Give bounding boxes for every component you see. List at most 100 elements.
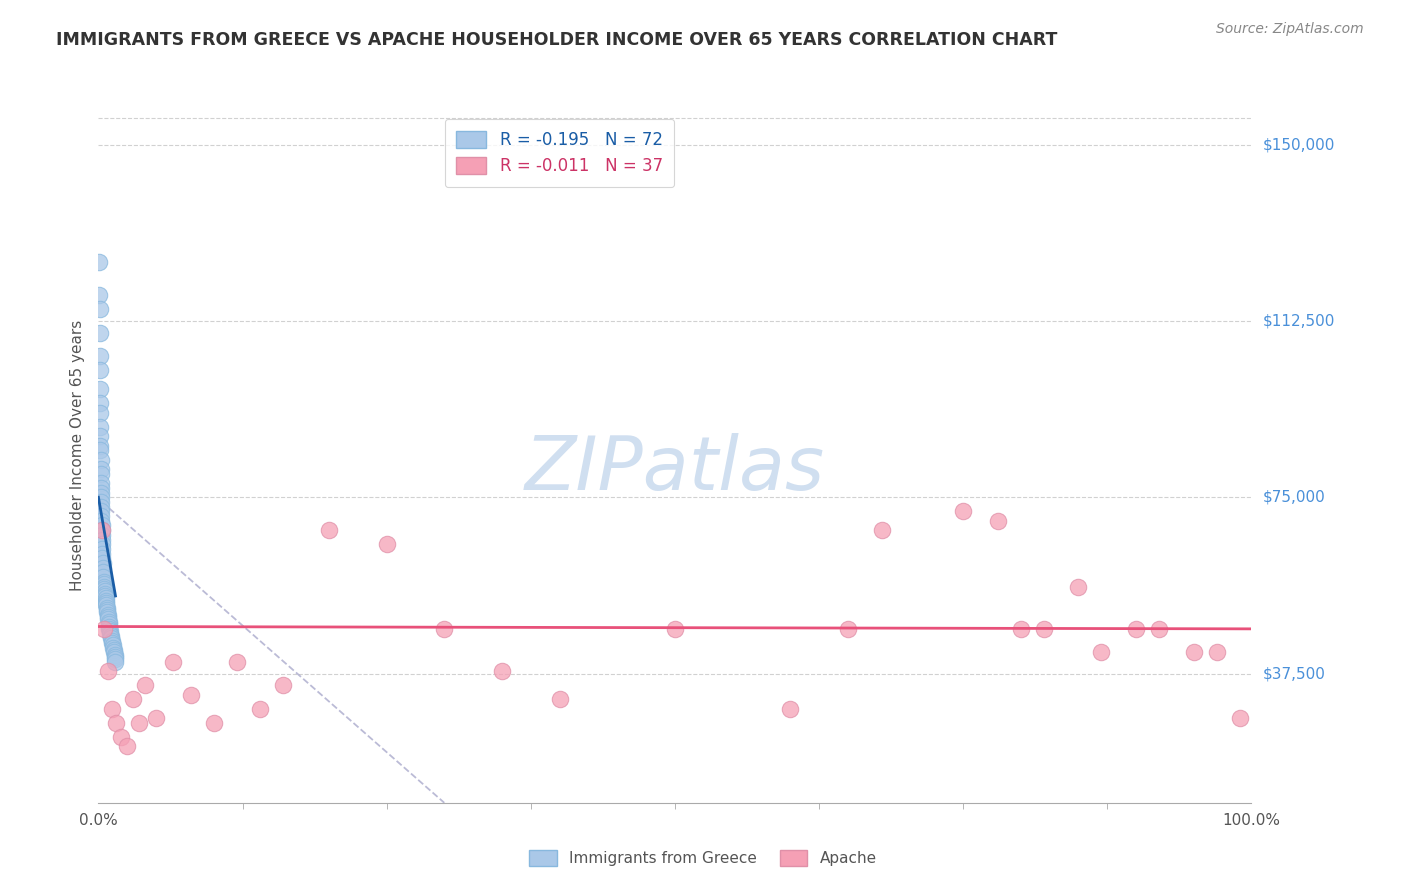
Point <box>89 302 111 317</box>
Point <box>100 633 122 648</box>
Text: $37,500: $37,500 <box>1263 666 1326 681</box>
Point <box>1182 645 1205 659</box>
Point <box>93 577 115 591</box>
Point <box>104 715 127 730</box>
Point <box>664 622 686 636</box>
Point <box>117 739 139 754</box>
Point <box>96 599 118 613</box>
Point <box>91 541 114 556</box>
Point <box>90 462 112 476</box>
Point <box>101 702 124 716</box>
Point <box>89 326 111 340</box>
Point <box>491 664 513 678</box>
Point <box>122 692 145 706</box>
Point <box>103 640 125 655</box>
Point <box>375 537 398 551</box>
Point <box>90 467 112 481</box>
Point <box>90 509 112 524</box>
Point <box>101 636 124 650</box>
Y-axis label: Householder Income Over 65 years: Householder Income Over 65 years <box>69 319 84 591</box>
Point <box>98 626 121 640</box>
Point <box>104 652 127 666</box>
Legend: Immigrants from Greece, Apache: Immigrants from Greece, Apache <box>520 841 886 875</box>
Text: ZIPatlas: ZIPatlas <box>524 433 825 505</box>
Point <box>90 518 112 533</box>
Point <box>271 678 294 692</box>
Point <box>1205 645 1227 659</box>
Point <box>103 645 125 659</box>
Point <box>89 349 111 363</box>
Point <box>180 688 202 702</box>
Point <box>1032 622 1054 636</box>
Point <box>101 638 124 652</box>
Point <box>145 711 167 725</box>
Point <box>94 589 117 603</box>
Point <box>87 255 110 269</box>
Point <box>97 664 120 678</box>
Point <box>90 504 112 518</box>
Point <box>96 606 118 620</box>
Point <box>98 624 121 639</box>
Point <box>89 419 111 434</box>
Point <box>103 643 125 657</box>
Point <box>89 363 111 377</box>
Point <box>100 632 122 646</box>
Point <box>779 702 801 716</box>
Point <box>94 586 117 600</box>
Point <box>97 617 120 632</box>
Point <box>433 622 456 636</box>
Point <box>97 607 120 622</box>
Point <box>90 523 112 537</box>
Text: Source: ZipAtlas.com: Source: ZipAtlas.com <box>1216 22 1364 37</box>
Point <box>100 629 122 643</box>
Point <box>1125 622 1147 636</box>
Point <box>98 622 121 636</box>
Point <box>90 495 112 509</box>
Point <box>91 556 114 570</box>
Point <box>90 537 112 551</box>
Point <box>90 514 112 528</box>
Point <box>90 452 112 467</box>
Point <box>952 504 974 518</box>
Point <box>89 443 111 458</box>
Point <box>97 612 120 626</box>
Point <box>89 382 111 396</box>
Point <box>1067 580 1090 594</box>
Point <box>104 655 127 669</box>
Point <box>91 570 114 584</box>
Point <box>89 429 111 443</box>
Point <box>93 582 115 596</box>
Point <box>96 603 118 617</box>
Point <box>987 514 1010 528</box>
Point <box>93 580 115 594</box>
Text: $150,000: $150,000 <box>1263 137 1334 153</box>
Point <box>103 648 125 662</box>
Point <box>90 485 112 500</box>
Point <box>90 481 112 495</box>
Point <box>89 406 111 420</box>
Point <box>1010 622 1032 636</box>
Point <box>96 600 118 615</box>
Point <box>97 610 120 624</box>
Point <box>872 523 894 537</box>
Point <box>202 715 225 730</box>
Point <box>104 650 127 665</box>
Point <box>128 715 150 730</box>
Point <box>89 396 111 410</box>
Point <box>94 591 117 606</box>
Point <box>98 619 121 633</box>
Point <box>90 476 112 491</box>
Point <box>90 490 112 504</box>
Point <box>90 528 112 542</box>
Point <box>90 523 112 537</box>
Point <box>134 678 156 692</box>
Point <box>837 622 859 636</box>
Point <box>91 547 114 561</box>
Point <box>97 615 120 629</box>
Point <box>162 655 184 669</box>
Point <box>110 730 132 744</box>
Point <box>93 622 115 636</box>
Point <box>548 692 571 706</box>
Point <box>94 584 117 599</box>
Point <box>96 596 118 610</box>
